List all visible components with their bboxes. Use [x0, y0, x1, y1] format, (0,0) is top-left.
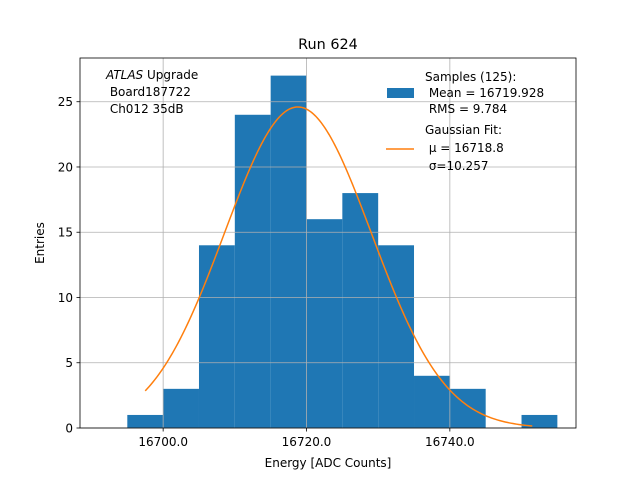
chart-title: Run 624	[298, 37, 358, 53]
histogram-bar	[127, 414, 164, 428]
gaussian-fit-line	[144, 106, 533, 427]
legend-fit-line-3: σ=10.257	[425, 159, 488, 173]
x-tick-label: 16740.0	[425, 435, 475, 449]
y-tick-label: 5	[65, 356, 73, 370]
legend-fit-line-1: Gaussian Fit:	[425, 123, 502, 137]
histogram-bar	[342, 193, 379, 428]
y-axis-label: Entries	[33, 222, 47, 264]
histogram-bar	[521, 414, 558, 428]
y-axis-ticks: 0 5 10 15 20 25	[58, 95, 80, 435]
x-axis-label: Energy [ADC Counts]	[265, 456, 392, 470]
annotation-upgrade: Upgrade	[143, 68, 198, 82]
x-tick-label: 16700.0	[138, 435, 188, 449]
legend-histogram-line-3: RMS = 9.784	[425, 102, 507, 116]
annotation-atlas: ATLAS	[105, 68, 144, 82]
y-tick-label: 0	[65, 421, 73, 435]
gaussian-fit	[144, 106, 533, 427]
histogram-bar	[378, 245, 415, 428]
annotation-line-2: Board187722	[106, 85, 191, 99]
atlas-annotation: ATLAS Upgrade Board187722 Ch012 35dB	[105, 68, 198, 116]
legend-histogram-line-2: Mean = 16719.928	[425, 86, 544, 100]
histogram-bar	[414, 375, 450, 428]
legend-fit-line-2: μ = 16718.8	[425, 141, 504, 155]
legend-histogram-line-1: Samples (125):	[425, 70, 516, 84]
histogram-bar	[198, 245, 235, 428]
x-tick-label: 16720.0	[282, 435, 332, 449]
legend: Samples (125): Mean = 16719.928 RMS = 9.…	[386, 70, 544, 173]
annotation-line-3: Ch012 35dB	[106, 102, 184, 116]
legend-histogram-swatch	[387, 88, 414, 98]
y-tick-label: 15	[58, 226, 73, 240]
histogram-bar	[163, 388, 199, 428]
y-tick-label: 10	[58, 291, 73, 305]
histogram-bar	[270, 75, 307, 428]
histogram-bar	[306, 219, 343, 428]
x-axis-ticks: 16700.0 16720.0 16740.0	[138, 428, 475, 449]
y-tick-label: 20	[58, 160, 73, 174]
plot-frame	[79, 57, 577, 429]
annotation-line-1: ATLAS Upgrade	[105, 68, 198, 82]
y-tick-label: 25	[58, 95, 73, 109]
